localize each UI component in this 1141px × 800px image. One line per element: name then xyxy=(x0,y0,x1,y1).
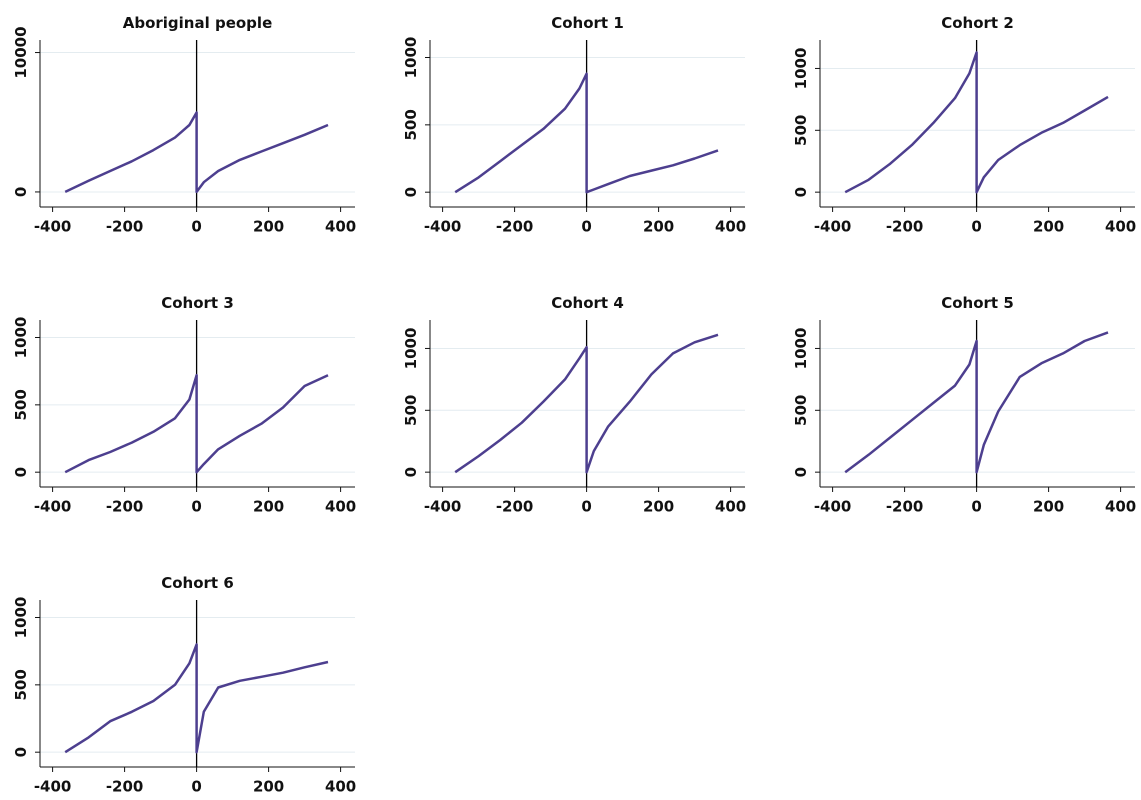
y-tick-label: 0 xyxy=(12,187,30,197)
y-tick-label: 0 xyxy=(792,467,810,477)
x-tick-label: 200 xyxy=(1033,218,1064,236)
x-tick-label: 0 xyxy=(581,218,591,236)
x-tick-label: -400 xyxy=(814,218,852,236)
panel: Cohort 1 0 500 1000 -400 -200 0 200 400 xyxy=(402,14,746,236)
x-tick-label: 200 xyxy=(643,218,674,236)
panel: Cohort 4 0 500 1000 -400 -200 0 200 400 xyxy=(402,294,746,516)
x-tick-label: 0 xyxy=(971,218,981,236)
data-line xyxy=(64,373,329,474)
x-tick-label: 400 xyxy=(325,498,356,516)
x-tick-label: 0 xyxy=(191,218,201,236)
y-tick-label: 1000 xyxy=(12,597,30,639)
y-tick-label: 0 xyxy=(12,467,30,477)
panel-title: Aboriginal people xyxy=(123,14,273,32)
x-tick-label: 200 xyxy=(253,778,284,796)
x-tick-label: -400 xyxy=(814,498,852,516)
x-tick-label: -400 xyxy=(34,218,72,236)
x-tick-label: -200 xyxy=(106,778,144,796)
y-tick-label: 500 xyxy=(792,395,810,426)
y-tick-label: 500 xyxy=(12,669,30,700)
x-tick-label: 0 xyxy=(191,778,201,796)
x-tick-label: -400 xyxy=(34,778,72,796)
y-tick-label: 500 xyxy=(402,395,420,426)
y-tick-label: 0 xyxy=(402,187,420,197)
y-tick-label: 500 xyxy=(792,115,810,146)
y-tick-label: 1000 xyxy=(402,328,420,370)
panel-title: Cohort 3 xyxy=(161,294,234,312)
x-tick-label: -400 xyxy=(424,218,462,236)
panel: Cohort 6 0 500 1000 -400 -200 0 200 400 xyxy=(12,574,356,796)
x-tick-label: 400 xyxy=(1105,498,1136,516)
x-tick-label: 400 xyxy=(1105,218,1136,236)
x-tick-label: 200 xyxy=(1033,498,1064,516)
x-tick-label: -200 xyxy=(886,218,924,236)
x-tick-label: 0 xyxy=(191,498,201,516)
panel-title: Cohort 4 xyxy=(551,294,624,312)
data-line xyxy=(64,111,329,194)
x-tick-label: 400 xyxy=(325,218,356,236)
x-tick-label: 200 xyxy=(643,498,674,516)
x-tick-label: -200 xyxy=(496,218,534,236)
x-tick-label: 200 xyxy=(253,498,284,516)
y-tick-label: 1000 xyxy=(792,328,810,370)
panel-title: Cohort 5 xyxy=(941,294,1014,312)
y-tick-label: 1000 xyxy=(402,37,420,79)
data-line xyxy=(844,51,1109,194)
x-tick-label: -200 xyxy=(106,498,144,516)
x-tick-label: -200 xyxy=(886,498,924,516)
x-tick-label: 200 xyxy=(253,218,284,236)
panel-title: Cohort 2 xyxy=(941,14,1014,32)
y-tick-label: 1000 xyxy=(792,48,810,90)
y-tick-label: 0 xyxy=(792,187,810,197)
panel: Cohort 2 0 500 1000 -400 -200 0 200 400 xyxy=(792,14,1136,236)
data-line xyxy=(64,643,329,754)
x-tick-label: 400 xyxy=(715,498,746,516)
x-tick-label: -400 xyxy=(34,498,72,516)
panel: Aboriginal people 0 10000 -400 -200 0 200 400 xyxy=(12,14,356,236)
x-tick-label: -200 xyxy=(496,498,534,516)
panel-title: Cohort 1 xyxy=(551,14,624,32)
y-tick-label: 500 xyxy=(12,389,30,420)
y-tick-label: 0 xyxy=(12,747,30,757)
x-tick-label: 0 xyxy=(971,498,981,516)
y-tick-label: 10000 xyxy=(12,26,30,78)
x-tick-label: -200 xyxy=(106,218,144,236)
x-tick-label: -400 xyxy=(424,498,462,516)
data-line xyxy=(844,331,1109,474)
panel-title: Cohort 6 xyxy=(161,574,234,592)
panel: Cohort 3 0 500 1000 -400 -200 0 200 400 xyxy=(12,294,356,516)
x-tick-label: 0 xyxy=(581,498,591,516)
data-line xyxy=(454,72,719,194)
y-tick-label: 1000 xyxy=(12,317,30,359)
x-tick-label: 400 xyxy=(325,778,356,796)
data-line xyxy=(454,333,719,474)
x-tick-label: 400 xyxy=(715,218,746,236)
panel: Cohort 5 0 500 1000 -400 -200 0 200 400 xyxy=(792,294,1136,516)
y-tick-label: 500 xyxy=(402,109,420,140)
y-tick-label: 0 xyxy=(402,467,420,477)
